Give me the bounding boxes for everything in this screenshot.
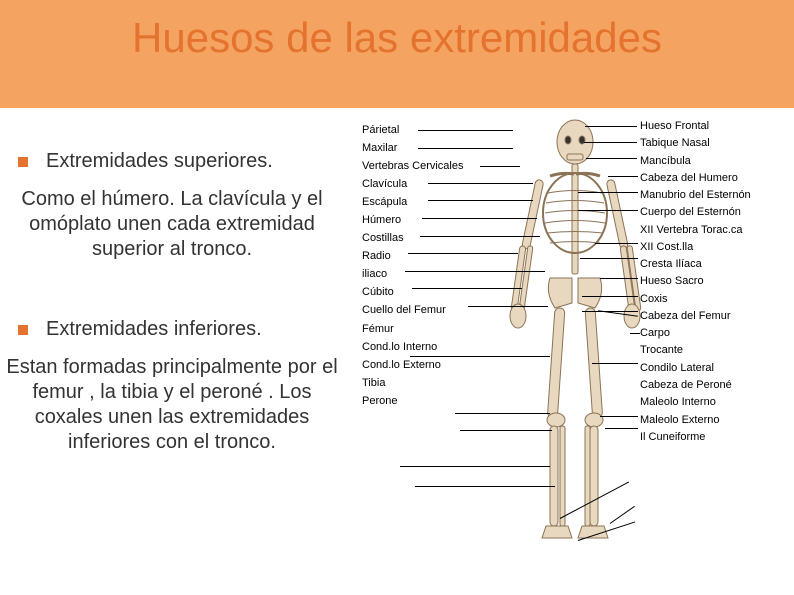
label-left: Fémur <box>362 321 497 338</box>
label-right: Coxis <box>640 291 790 307</box>
bullet-icon <box>18 325 28 335</box>
label-right: Hueso Sacro <box>640 273 790 289</box>
left-labels: PárietalMaxilarVertebras CervicalesClaví… <box>362 122 497 411</box>
body-2: Estan formadas principalmente por el fem… <box>0 355 350 455</box>
right-labels: Hueso FrontalTabique NasalMancíbulaCabez… <box>640 118 790 446</box>
label-left: Tibia <box>362 375 497 392</box>
skeleton-image <box>500 118 650 568</box>
page-title: Huesos de las extremidades <box>0 14 794 62</box>
label-right: Tabique Nasal <box>640 135 790 151</box>
label-left: Escápula <box>362 194 497 211</box>
label-right: Cabeza de Peroné <box>640 377 790 393</box>
label-left: Costillas <box>362 230 497 247</box>
label-right: Cabeza del Femur <box>640 308 790 324</box>
label-left: Cond.lo Externo <box>362 357 497 374</box>
bullet-item-1: Extremidades superiores. <box>0 150 350 173</box>
label-right: XII Vertebra Torac.ca <box>640 222 790 238</box>
label-right: Manubrio del Esternón <box>640 187 790 203</box>
label-right: Trocante <box>640 342 790 358</box>
label-left: Cond.lo Interno <box>362 339 497 356</box>
label-right: Il Cuneiforme <box>640 429 790 445</box>
label-right: Cresta Ilíaca <box>640 256 790 272</box>
label-left: Vertebras Cervicales <box>362 158 497 175</box>
label-right: Hueso Frontal <box>640 118 790 134</box>
bullet-item-2: Extremidades inferiores. <box>0 318 350 341</box>
body-1: Como el húmero. La clavícula y el omópla… <box>0 187 350 262</box>
heading-1: Extremidades superiores. <box>46 150 273 173</box>
label-left: Clavícula <box>362 176 497 193</box>
label-left: Radio <box>362 248 497 265</box>
label-right: Maleolo Externo <box>640 412 790 428</box>
label-left: Perone <box>362 393 497 410</box>
label-right: Maleolo Interno <box>640 394 790 410</box>
label-right: XII Cost.lla <box>640 239 790 255</box>
label-left: iliaco <box>362 266 497 283</box>
text-column: Extremidades superiores. Como el húmero.… <box>0 150 350 455</box>
label-right: Cuerpo del Esternón <box>640 204 790 220</box>
label-right: Mancíbula <box>640 153 790 169</box>
label-left: Cúbito <box>362 284 497 301</box>
label-right: Condilo Lateral <box>640 360 790 376</box>
heading-2: Extremidades inferiores. <box>46 318 262 341</box>
bullet-icon <box>18 157 28 167</box>
label-right: Carpo <box>640 325 790 341</box>
label-left: Húmero <box>362 212 497 229</box>
skeleton-diagram: PárietalMaxilarVertebras CervicalesClaví… <box>360 108 790 578</box>
label-right: Cabeza del Humero <box>640 170 790 186</box>
